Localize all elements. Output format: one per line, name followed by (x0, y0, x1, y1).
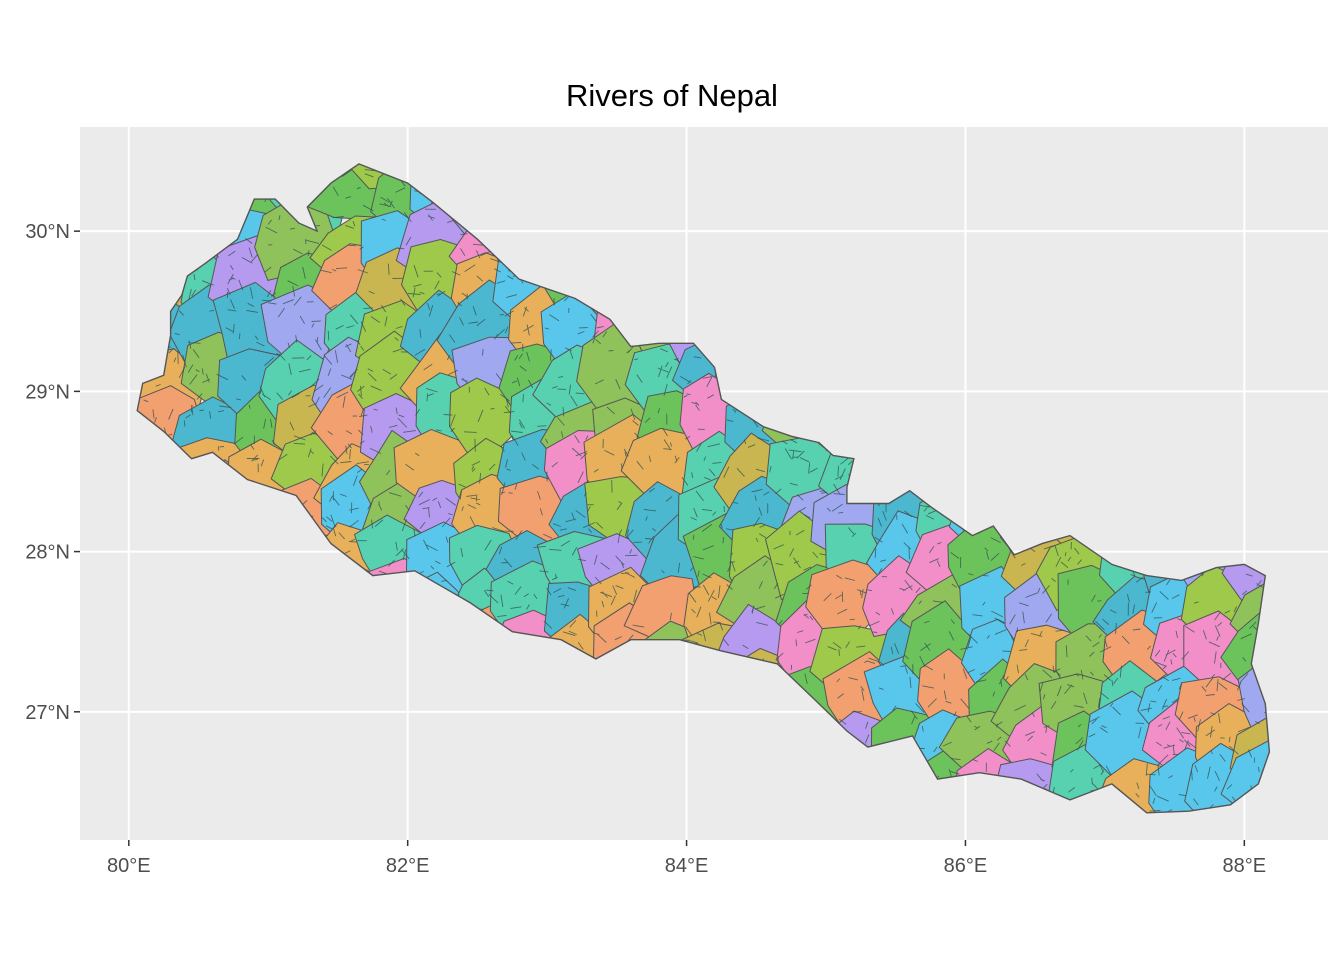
x-tick-label: 84°E (665, 855, 709, 877)
y-axis: 27°N 28°N 29°N 30°N (25, 221, 80, 724)
x-tick-label: 88°E (1223, 855, 1267, 877)
y-tick-label: 30°N (25, 221, 70, 243)
nepal-boundary (136, 163, 1271, 814)
x-axis: 80°E 82°E 84°E 86°E 88°E (107, 840, 1266, 877)
y-tick-label: 28°N (25, 542, 70, 564)
y-tick-label: 29°N (25, 381, 70, 403)
x-tick-label: 82°E (386, 855, 430, 877)
x-tick-label: 86°E (944, 855, 988, 877)
y-tick-label: 27°N (25, 702, 70, 724)
plot-title: Rivers of Nepal (566, 78, 778, 113)
x-tick-label: 80°E (107, 855, 151, 877)
